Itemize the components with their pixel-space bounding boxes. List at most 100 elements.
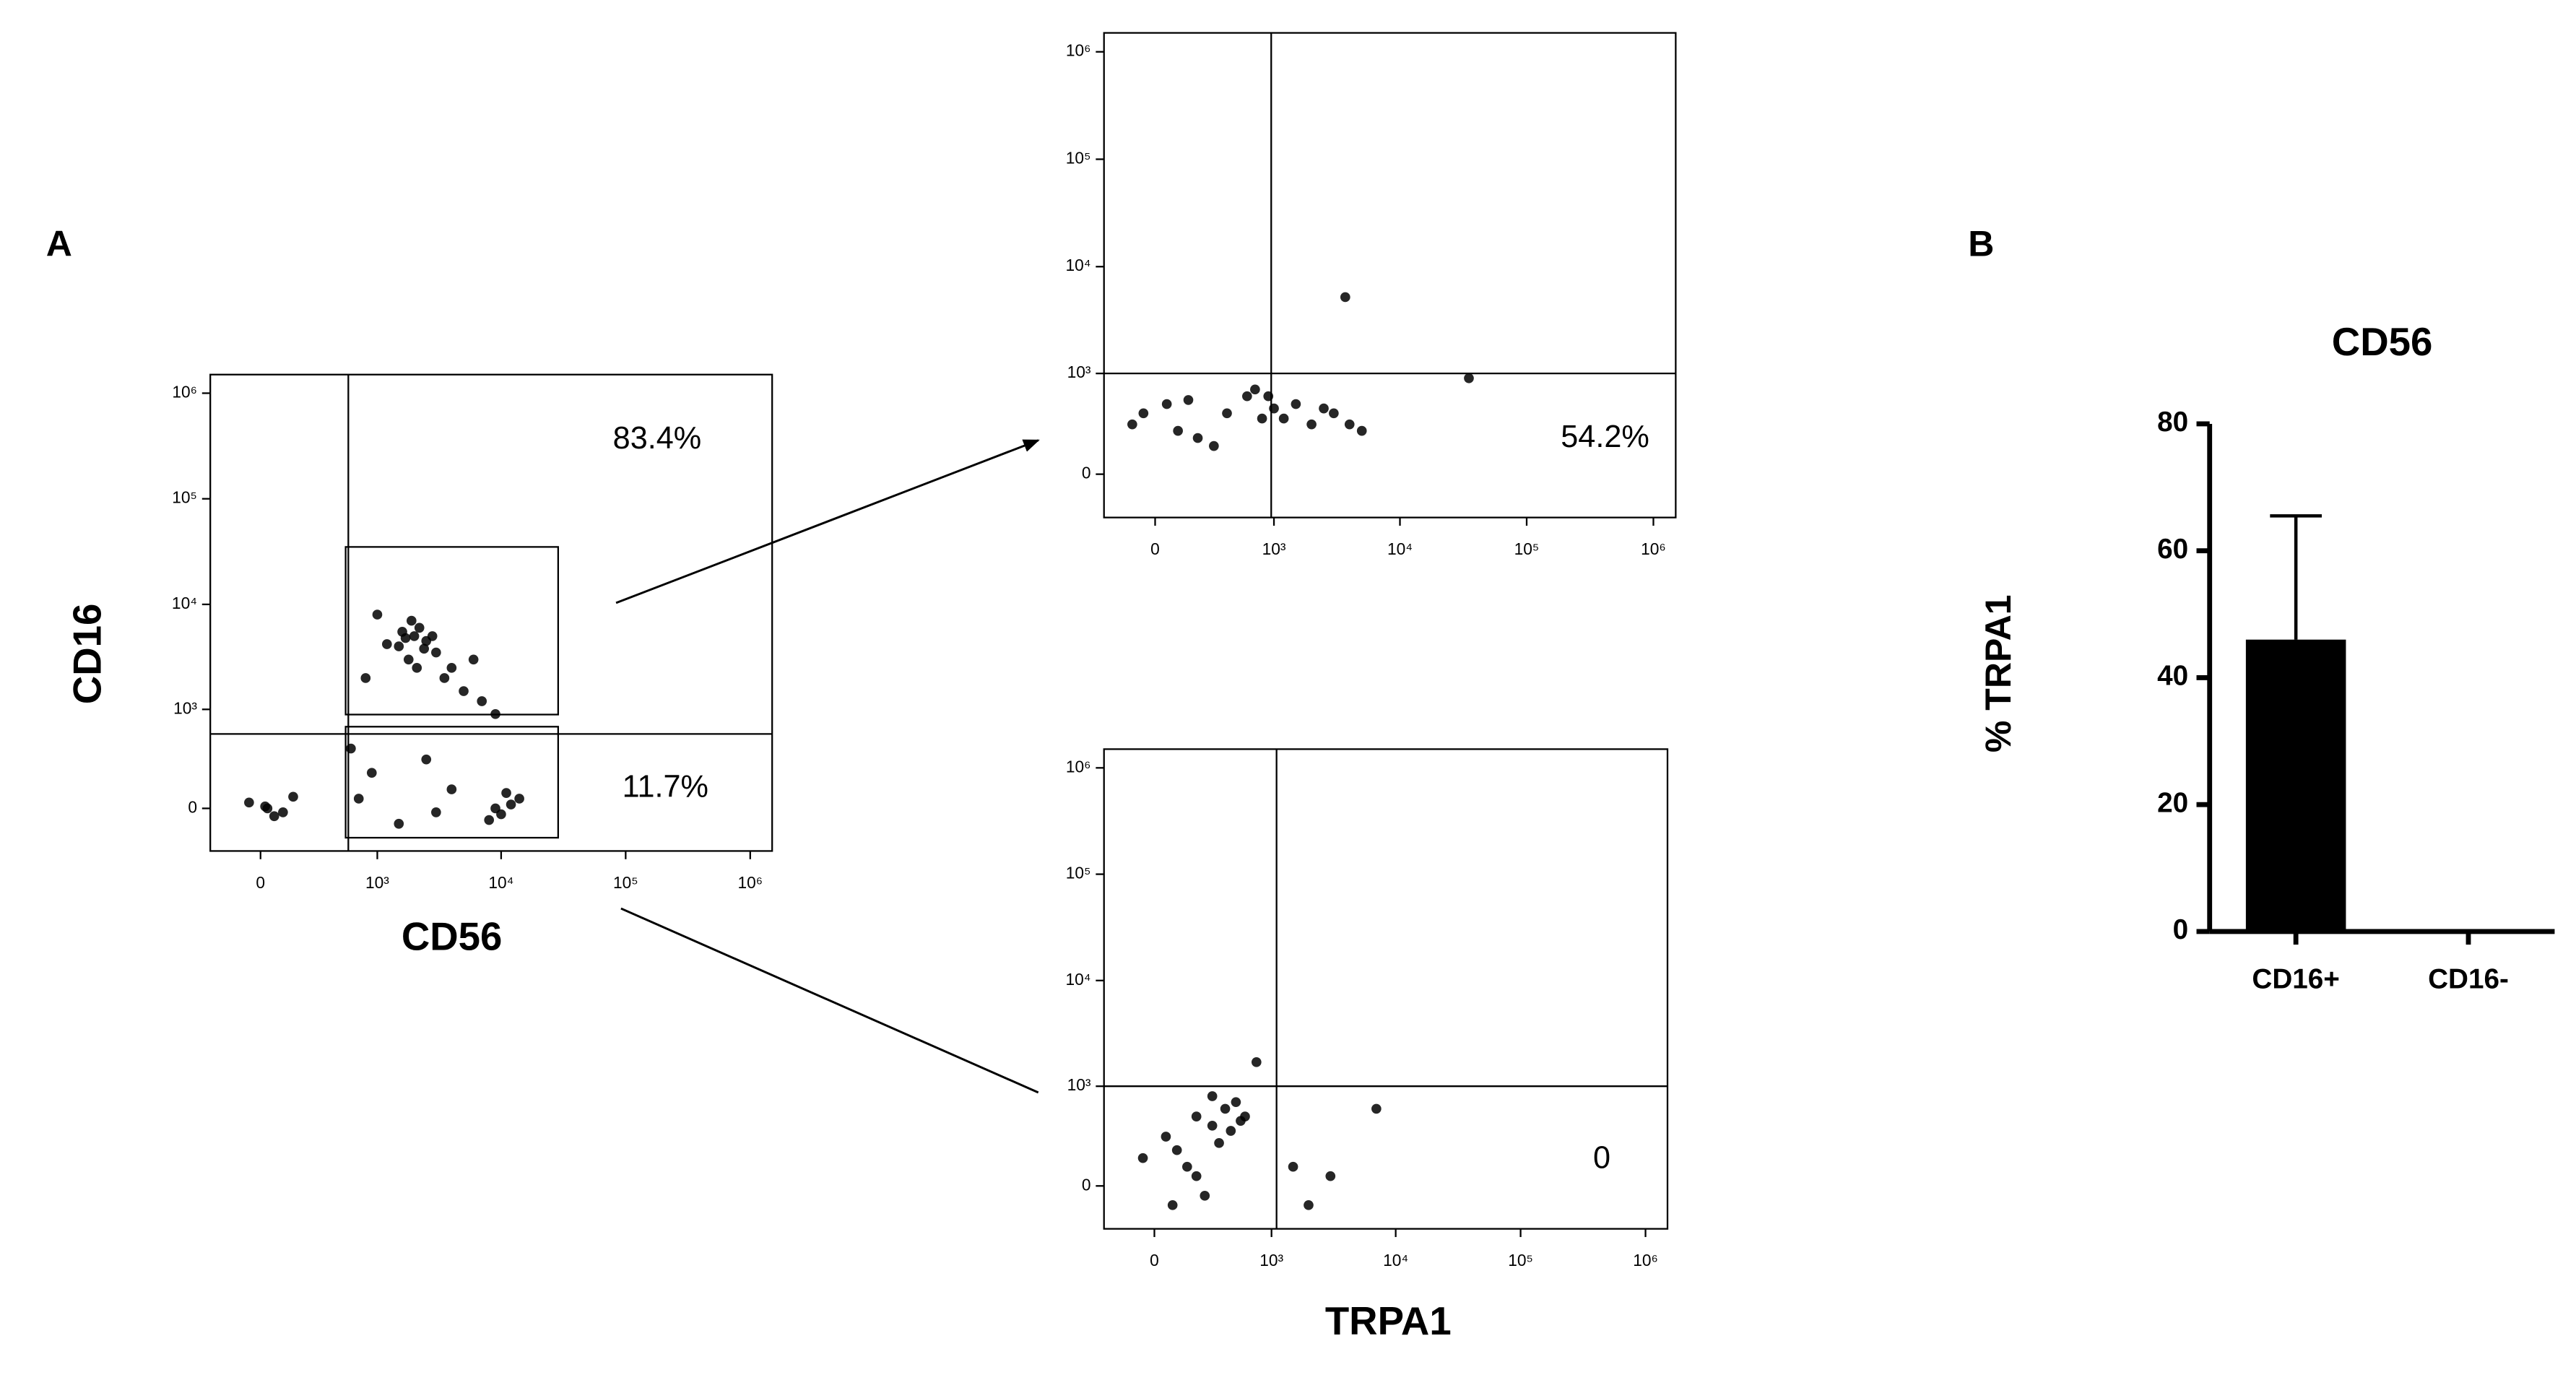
gate: [344, 546, 560, 716]
gate-arrow: [615, 439, 1040, 604]
event-dot: [366, 768, 377, 778]
event-dot: [1167, 1199, 1178, 1210]
event-dot: [419, 643, 430, 654]
chart-title: CD56: [2332, 320, 2433, 364]
x-tick-label: 10⁵: [613, 873, 638, 892]
event-dot: [446, 663, 457, 673]
event-dot: [1182, 1161, 1192, 1172]
event-dot: [262, 803, 273, 814]
event-dot: [1278, 413, 1289, 424]
y-tick-label: 10⁶: [1066, 41, 1091, 60]
event-dot: [400, 633, 411, 643]
event-dot: [1319, 403, 1329, 414]
event-dot: [1207, 1091, 1218, 1101]
event-dot: [288, 791, 298, 802]
x-tick-label: 10⁵: [1514, 539, 1540, 558]
event-dot: [1257, 413, 1267, 424]
y-tick-label: 20: [2157, 787, 2188, 818]
event-dot: [414, 622, 425, 633]
event-dot: [1127, 419, 1137, 430]
y-tick-label: 10³: [1067, 363, 1091, 381]
gate-percentage: 0: [1593, 1141, 1610, 1176]
event-dot: [427, 631, 438, 641]
event-dot: [278, 807, 288, 817]
event-dot: [1200, 1190, 1210, 1201]
event-dot: [421, 754, 432, 765]
gate-arrow: [620, 907, 1039, 1094]
y-axis-label: CD16: [66, 604, 110, 705]
y-tick-label: 10³: [1067, 1075, 1091, 1094]
event-dot: [477, 696, 487, 706]
event-dot: [514, 794, 524, 804]
y-tick-label: 0: [188, 797, 197, 816]
panel-label: B: [1968, 224, 1994, 264]
x-tick-label: 0: [256, 873, 265, 892]
event-dot: [1236, 1116, 1246, 1127]
y-tick-label: 10⁴: [1065, 256, 1090, 274]
event-dot: [360, 673, 371, 683]
x-tick-label: 10³: [1259, 1251, 1283, 1270]
plot-frame: [1103, 32, 1677, 518]
event-dot: [244, 797, 254, 808]
plot-frame: [1103, 748, 1669, 1230]
event-dot: [1161, 399, 1172, 409]
y-tick-label: 10⁵: [172, 488, 197, 507]
event-dot: [1138, 408, 1149, 419]
event-dot: [394, 818, 404, 829]
event-dot: [1161, 1132, 1171, 1142]
x-tick-label: CD16-: [2428, 963, 2509, 994]
event-dot: [446, 784, 457, 794]
event-dot: [1291, 399, 1301, 409]
y-axis-label: % TRPA1: [1978, 594, 2018, 752]
bar: [2245, 639, 2346, 932]
event-dot: [1344, 419, 1355, 430]
event-dot: [409, 631, 420, 641]
x-tick-label: 10⁶: [737, 873, 763, 892]
y-tick-label: 0: [1082, 1175, 1091, 1194]
event-dot: [1183, 395, 1194, 405]
event-dot: [1242, 391, 1252, 402]
x-tick-label: 10⁵: [1508, 1251, 1533, 1270]
event-dot: [501, 788, 511, 798]
event-dot: [1191, 1111, 1202, 1121]
event-dot: [1222, 408, 1232, 419]
x-tick-label: 10⁶: [1641, 539, 1666, 558]
event-dot: [406, 615, 417, 626]
x-tick-label: 10⁴: [1387, 539, 1413, 558]
event-dot: [490, 803, 500, 814]
event-dot: [1356, 425, 1367, 436]
gate: [344, 726, 560, 839]
event-dot: [394, 641, 404, 651]
gate-percentage: 11.7%: [623, 769, 708, 804]
event-dot: [1173, 425, 1183, 436]
event-dot: [1288, 1161, 1298, 1172]
plot-frame: [209, 373, 773, 852]
x-tick-label: 10³: [365, 873, 389, 892]
event-dot: [1251, 1056, 1262, 1067]
y-tick-label: 0: [2173, 914, 2189, 945]
event-dot: [1464, 373, 1474, 383]
event-dot: [431, 647, 441, 658]
event-dot: [1304, 1199, 1314, 1210]
event-dot: [403, 654, 414, 665]
y-tick-label: 10⁶: [172, 382, 197, 401]
y-tick-label: 10⁵: [1066, 149, 1091, 168]
event-dot: [1137, 1153, 1148, 1163]
gate-percentage: 83.4%: [613, 421, 702, 456]
event-dot: [484, 815, 495, 825]
event-dot: [1214, 1138, 1224, 1148]
y-tick-label: 40: [2157, 661, 2188, 692]
y-tick-label: 10⁴: [1065, 970, 1090, 989]
event-dot: [468, 654, 479, 665]
event-dot: [1306, 419, 1317, 430]
event-dot: [1207, 1120, 1218, 1131]
event-dot: [1209, 441, 1219, 451]
event-dot: [1226, 1126, 1236, 1136]
event-dot: [1325, 1171, 1336, 1181]
y-tick-label: 10⁴: [172, 594, 197, 612]
y-tick-label: 60: [2157, 534, 2188, 565]
event-dot: [372, 609, 383, 620]
event-dot: [353, 794, 364, 804]
y-tick-label: 0: [1082, 464, 1091, 482]
